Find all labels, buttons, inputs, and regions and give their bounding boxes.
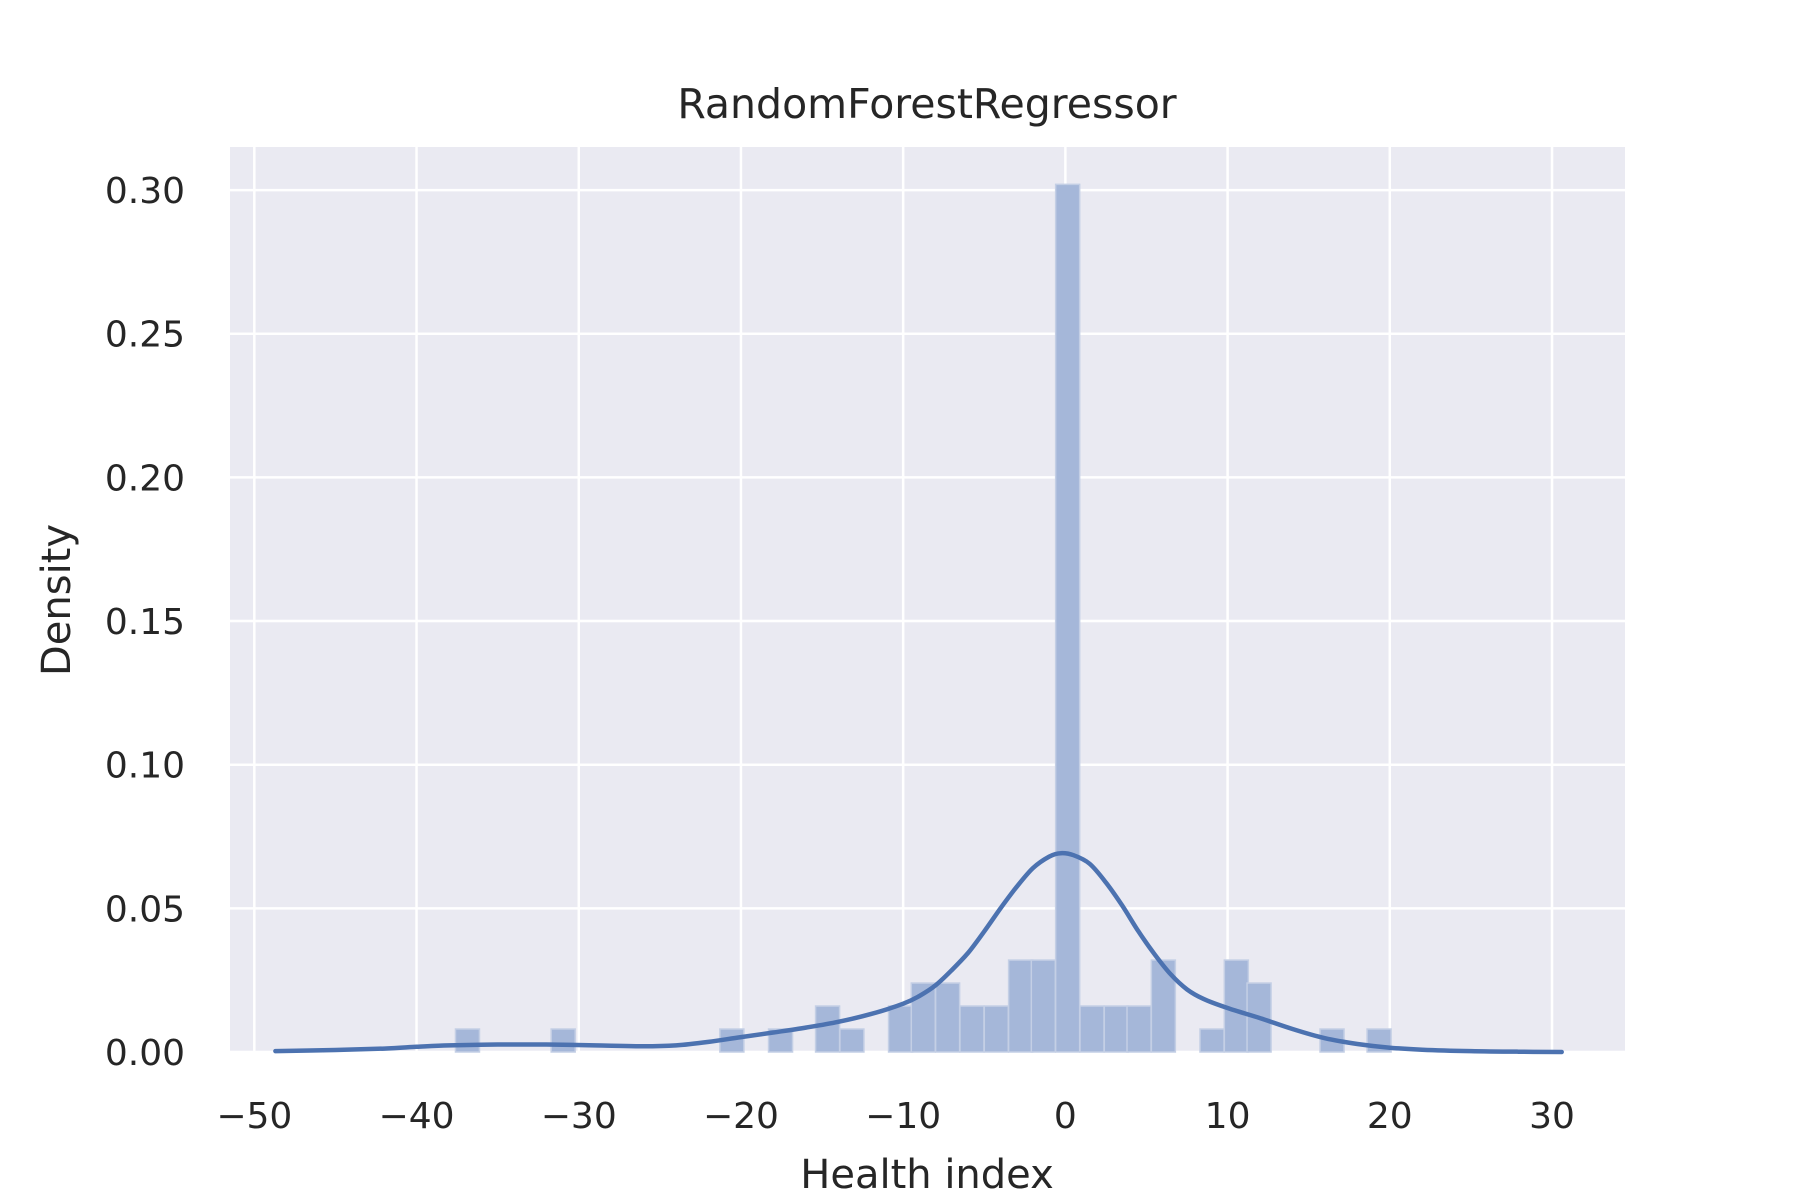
histogram-bar <box>959 1005 985 1053</box>
y-tick-label: 0.25 <box>105 315 185 356</box>
histogram-bar <box>1054 183 1081 1053</box>
x-tick-label: −20 <box>703 1096 779 1137</box>
histogram-bar <box>1079 1005 1105 1053</box>
histogram-bar <box>934 982 961 1053</box>
histogram-bar <box>1126 1005 1152 1053</box>
x-tick-labels: −50 −40 −30 −20 −10 0 10 20 30 <box>216 1096 1575 1137</box>
x-tick-label: −40 <box>379 1096 455 1137</box>
x-tick-label: 30 <box>1529 1096 1575 1137</box>
histogram-bar <box>814 1005 841 1053</box>
y-tick-label: 0.20 <box>105 458 185 499</box>
histogram-bar <box>767 1028 794 1053</box>
x-tick-label: −10 <box>865 1096 941 1137</box>
y-tick-label: 0.30 <box>105 171 185 212</box>
x-tick-label: 0 <box>1054 1096 1077 1137</box>
x-tick-label: 10 <box>1205 1096 1251 1137</box>
histogram-bar <box>454 1028 481 1053</box>
kde-curve <box>273 850 1564 1055</box>
histogram-bar <box>1199 1028 1225 1053</box>
histogram-bar <box>1030 959 1057 1053</box>
y-tick-label: 0.05 <box>105 889 185 930</box>
y-tick-label: 0.15 <box>105 602 185 643</box>
histogram-bar <box>550 1028 576 1053</box>
plot-area-background <box>230 147 1625 1052</box>
x-tick-label: −50 <box>216 1096 292 1137</box>
x-axis-label: Health index <box>800 1152 1054 1198</box>
x-tick-label: 20 <box>1367 1096 1413 1137</box>
histogram-bar <box>983 1005 1010 1053</box>
x-tick-label: −30 <box>541 1096 617 1137</box>
y-axis-label: Density <box>34 524 80 676</box>
histogram-bar <box>1007 959 1034 1053</box>
y-tick-label: 0.00 <box>105 1033 185 1074</box>
histogram-bar <box>887 1005 914 1053</box>
histogram-bar <box>1103 1005 1130 1053</box>
histogram-bar <box>839 1028 865 1053</box>
y-tick-labels: 0.00 0.05 0.10 0.15 0.20 0.25 0.30 <box>105 171 185 1074</box>
y-tick-label: 0.10 <box>105 746 185 787</box>
chart-title: RandomForestRegressor <box>677 80 1176 128</box>
